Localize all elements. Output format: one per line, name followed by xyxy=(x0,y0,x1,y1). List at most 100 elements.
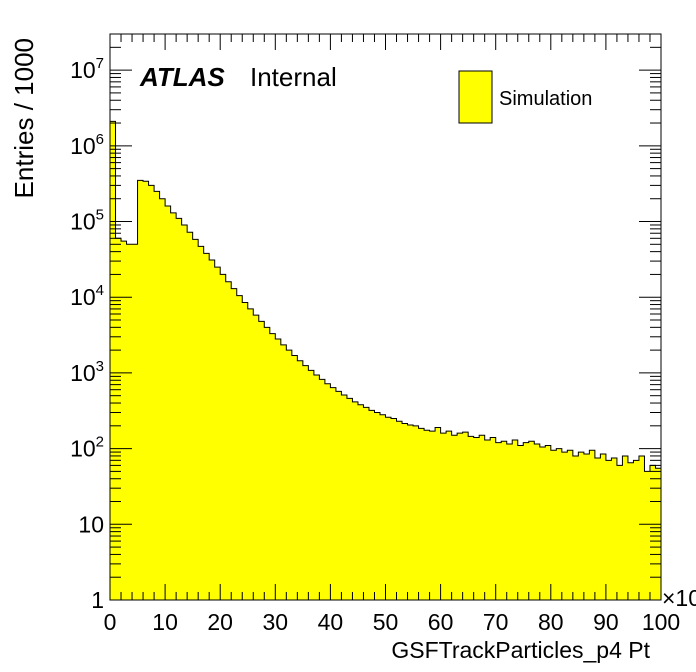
histogram-bar xyxy=(192,239,199,600)
histogram-bar xyxy=(534,444,541,600)
histogram-bar xyxy=(539,447,546,600)
histogram-bar xyxy=(132,244,138,601)
histogram-bars xyxy=(109,120,662,601)
legend-swatch xyxy=(458,70,493,124)
histogram-bar xyxy=(203,253,210,600)
histogram-bar xyxy=(341,395,348,600)
histogram-bar xyxy=(424,430,430,600)
histogram-bar xyxy=(187,232,194,600)
histogram-bar xyxy=(181,224,188,600)
x-tick-label: 70 xyxy=(483,609,509,635)
histogram-bar xyxy=(209,260,216,600)
histogram-bar xyxy=(600,453,607,600)
histogram-bar xyxy=(247,308,254,600)
histogram-bar xyxy=(121,241,127,600)
histogram-bar xyxy=(236,295,243,600)
histogram-bar xyxy=(269,333,276,600)
histogram-bar xyxy=(473,437,480,600)
histogram-bar xyxy=(115,238,122,601)
histogram-bar xyxy=(490,437,497,600)
histogram-bar xyxy=(286,350,293,600)
x-multiplier-label: ×10 xyxy=(662,585,696,611)
x-axis-label: GSFTrackParticles_p4 Pt xyxy=(391,637,650,663)
x-tick-label: 50 xyxy=(373,609,399,635)
histogram-bar xyxy=(451,435,458,600)
histogram-bar xyxy=(324,383,331,600)
histogram-bar xyxy=(638,455,645,600)
histogram-bar xyxy=(550,450,557,600)
histogram-bar xyxy=(435,427,441,600)
histogram-bar xyxy=(479,435,486,600)
histogram-bar xyxy=(501,441,508,600)
histogram-bar xyxy=(363,407,370,600)
y-axis-label: Entries / 1000 xyxy=(9,38,39,198)
histogram-bar xyxy=(214,267,221,600)
histogram-bar xyxy=(330,387,337,600)
histogram-bar xyxy=(176,218,183,600)
histogram-bar xyxy=(611,458,618,600)
y-tick-label: 1 xyxy=(91,587,104,613)
histogram-bar xyxy=(352,401,359,600)
histogram-bar xyxy=(627,462,634,600)
histogram-bar xyxy=(572,455,579,600)
x-tick-label: 20 xyxy=(207,609,233,635)
x-axis-ticks: 0 10 20 30 40 50 60 70 80 90 100 xyxy=(104,34,680,635)
x-tick-label: 100 xyxy=(642,609,680,635)
histogram-bar xyxy=(396,421,403,600)
histogram-bar xyxy=(583,453,590,600)
y-tick-label: 102 xyxy=(70,434,104,462)
histogram-bar xyxy=(429,431,436,600)
y-tick-label: 10 xyxy=(78,511,104,537)
histogram-bar xyxy=(440,433,447,600)
histogram-bar xyxy=(528,441,535,600)
histogram-bar xyxy=(198,246,205,600)
histogram-bar xyxy=(385,417,392,600)
histogram-bar xyxy=(484,439,491,600)
histogram-bar xyxy=(556,448,563,600)
histogram-bar xyxy=(220,274,227,600)
histogram-bar xyxy=(137,180,144,600)
x-tick-label: 10 xyxy=(152,609,178,635)
histogram-bar xyxy=(374,412,381,600)
histogram-bar xyxy=(368,410,375,600)
histogram-bar xyxy=(225,281,232,600)
histogram-bar xyxy=(126,244,133,601)
histogram-bar xyxy=(391,418,397,600)
histogram-bar xyxy=(468,436,475,600)
x-tick-label: 60 xyxy=(428,609,454,635)
histogram-bar xyxy=(110,121,116,601)
histogram-bar xyxy=(545,445,552,600)
histogram-bar xyxy=(143,181,149,600)
histogram-bar xyxy=(275,339,282,600)
internal-label: Internal xyxy=(250,62,337,92)
histogram-bar xyxy=(379,414,386,600)
histogram-bar xyxy=(165,206,172,600)
histogram-bar xyxy=(506,444,513,600)
histogram-bar xyxy=(170,212,177,601)
histogram-bar xyxy=(594,458,601,600)
x-tick-label: 80 xyxy=(538,609,564,635)
y-tick-label: 104 xyxy=(70,282,104,310)
histogram-bar xyxy=(402,423,408,600)
histogram-bar xyxy=(446,431,453,600)
histogram-bar xyxy=(346,398,353,600)
histogram-bar xyxy=(517,445,524,600)
histogram-bar xyxy=(523,442,530,600)
histogram-bar xyxy=(407,425,414,600)
histogram-bar xyxy=(567,450,574,600)
histogram-bar xyxy=(578,452,585,600)
histogram-bar xyxy=(616,465,623,600)
legend: Simulation xyxy=(458,70,592,124)
histogram-bar xyxy=(319,379,326,600)
histogram-bar xyxy=(148,185,155,601)
histogram-bar xyxy=(291,355,298,600)
histogram-bar xyxy=(495,442,502,600)
histogram-bar xyxy=(302,365,309,600)
y-tick-label: 106 xyxy=(70,131,104,159)
histogram-bar xyxy=(280,344,287,600)
x-tick-label: 30 xyxy=(263,609,289,635)
histogram-bar xyxy=(605,460,612,600)
histogram-bar xyxy=(258,321,265,600)
histogram-bar xyxy=(242,302,249,600)
